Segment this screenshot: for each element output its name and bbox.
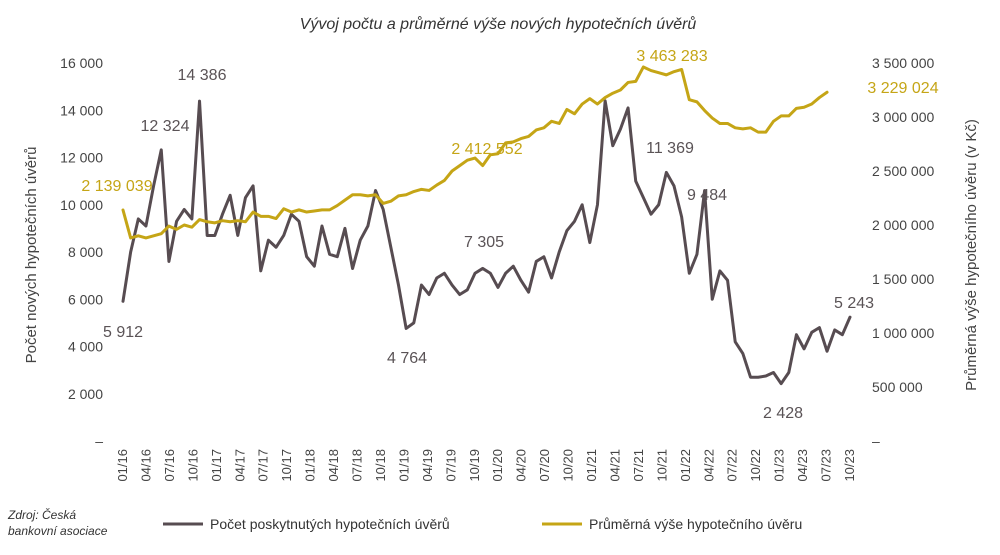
x-tick-label: 07/19	[443, 449, 458, 482]
annotation-average-label: 2 139 039	[81, 178, 152, 195]
annotations-layer: 5 912 12 324 14 386 4 764 7 305 11 369 9 484 2 …	[81, 48, 938, 422]
right-tick-label: 1 000 000	[872, 325, 934, 341]
left-tick-label: 12 000	[60, 150, 103, 166]
x-tick-label: 04/23	[795, 449, 810, 482]
x-tick-label: 04/17	[232, 449, 247, 482]
right-tick-label: 1 500 000	[872, 271, 934, 287]
x-tick-label: 01/19	[396, 449, 411, 482]
x-tick-label: 04/19	[420, 449, 435, 482]
annotation-count-label: 12 324	[141, 118, 190, 135]
annotation-count-label: 5 912	[103, 324, 143, 341]
x-tick-label: 01/23	[772, 449, 787, 482]
right-tick-label: 2 000 000	[872, 217, 934, 233]
x-tick-label: 07/23	[819, 449, 834, 482]
annotation-count-label: 7 305	[464, 234, 504, 251]
x-tick-label: 07/20	[537, 449, 552, 482]
source-note-line-2: bankovní asociace	[8, 524, 108, 538]
x-tick-label: 01/18	[303, 449, 318, 482]
left-tick-label: 2 000	[68, 386, 103, 402]
annotation-average-label: 3 463 283	[636, 48, 707, 65]
x-tick-label: 07/17	[256, 449, 271, 482]
series-line-count	[121, 99, 852, 386]
source-note-line-1: Zdroj: Česká	[7, 507, 76, 522]
x-tick-label: 07/16	[162, 449, 177, 482]
x-tick-label: 10/17	[279, 449, 294, 482]
x-tick-label: 04/18	[326, 449, 341, 482]
legend-label-count: Počet poskytnutých hypotečních úvěrů	[210, 516, 450, 532]
x-tick-label: 07/18	[350, 449, 365, 482]
x-tick-label: 07/21	[631, 449, 646, 482]
x-tick-label: 10/20	[561, 449, 576, 482]
annotation-count-label: 11 369	[646, 140, 694, 157]
left-tick-label: 14 000	[60, 102, 103, 118]
x-tick-label: 10/22	[748, 449, 763, 482]
right-axis-title: Průměrná výše hypotečního úvěru (v Kč)	[963, 119, 980, 391]
x-axis-ticks: 01/16 04/16 07/16 10/16 01/17 04/17 07/17 10/17…	[115, 449, 857, 482]
series-line-average	[121, 65, 829, 240]
x-tick-label: 10/21	[654, 449, 669, 482]
right-tick-label: –	[872, 433, 880, 449]
left-tick-label: 8 000	[68, 244, 103, 260]
right-tick-label: 500 000	[872, 379, 923, 395]
right-tick-label: 2 500 000	[872, 163, 934, 179]
left-tick-label: 10 000	[60, 197, 103, 213]
annotation-count-label: 2 428	[763, 405, 803, 422]
left-axis-ticks: – 2 000 4 000 6 000 8 000 10 000 12 000 14 000 1…	[60, 55, 103, 449]
x-tick-label: 01/16	[115, 449, 130, 482]
annotation-count-label: 5 243	[834, 295, 874, 312]
x-tick-label: 01/17	[209, 449, 224, 482]
x-tick-label: 04/21	[607, 449, 622, 482]
x-tick-label: 01/21	[584, 449, 599, 482]
right-tick-label: 3 000 000	[872, 109, 934, 125]
left-axis-title: Počet nových hypotečních úvěrů	[23, 147, 40, 364]
annotation-average-label: 2 412 552	[451, 141, 522, 158]
x-tick-label: 10/23	[842, 449, 857, 482]
x-tick-label: 04/16	[138, 449, 153, 482]
x-tick-label: 10/19	[467, 449, 482, 482]
x-tick-label: 10/16	[185, 449, 200, 482]
x-tick-label: 07/22	[725, 449, 740, 482]
annotation-count-label: 14 386	[178, 67, 227, 84]
x-tick-label: 01/20	[490, 449, 505, 482]
right-axis-ticks: – 500 000 1 000 000 1 500 000 2 000 000 2 500…	[872, 55, 934, 449]
annotation-count-label: 9 484	[687, 187, 727, 204]
x-tick-label: 04/22	[701, 449, 716, 482]
chart-title: Vývoj počtu a průměrné výše nových hypot…	[300, 15, 697, 33]
left-tick-label: –	[95, 433, 103, 449]
left-tick-label: 4 000	[68, 339, 103, 355]
annotation-average-label: 3 229 024	[867, 80, 938, 97]
left-tick-label: 6 000	[68, 291, 103, 307]
legend-label-average: Průměrná výše hypotečního úvěru	[589, 516, 802, 532]
x-tick-label: 01/22	[678, 449, 693, 482]
x-tick-label: 10/18	[373, 449, 388, 482]
x-tick-label: 04/20	[514, 449, 529, 482]
series-layer	[121, 65, 852, 386]
annotation-count-label: 4 764	[387, 350, 427, 367]
left-tick-label: 16 000	[60, 55, 103, 71]
right-tick-label: 3 500 000	[872, 55, 934, 71]
